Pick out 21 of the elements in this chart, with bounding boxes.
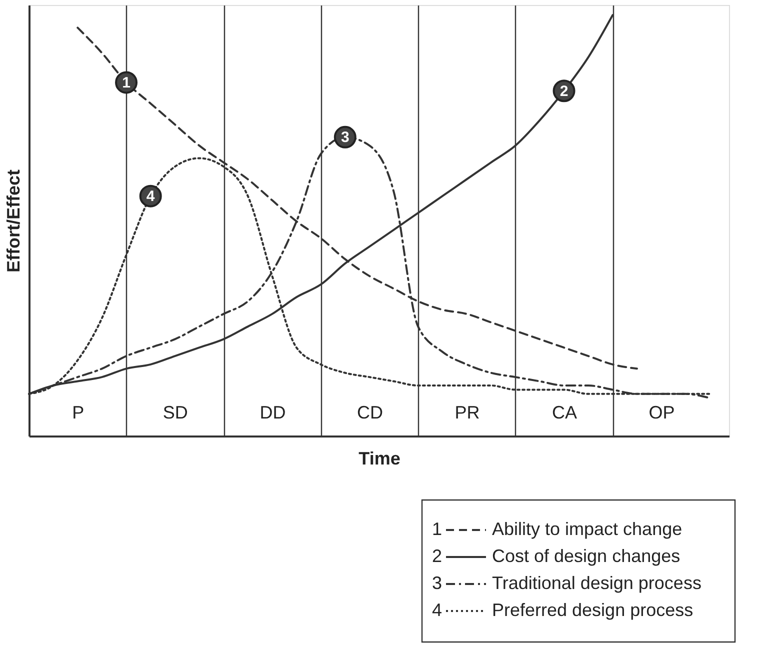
annotation: 4 bbox=[146, 188, 156, 206]
text: 2 bbox=[432, 546, 442, 566]
legend-label: Traditional design process bbox=[492, 573, 702, 593]
x-tick-label: DD bbox=[260, 402, 286, 422]
annotation: 1 bbox=[122, 74, 130, 92]
legend-label: Cost of design changes bbox=[492, 546, 680, 566]
annotation: 2 bbox=[560, 82, 568, 100]
text: 1 bbox=[432, 519, 442, 539]
text: 3 bbox=[432, 573, 442, 593]
legend-label: Preferred design process bbox=[492, 600, 694, 620]
x-tick-label: P bbox=[72, 402, 84, 422]
x-tick-label: PR bbox=[454, 402, 480, 422]
annotation: 3 bbox=[340, 129, 350, 146]
x-axis-title: Time bbox=[358, 448, 400, 468]
x-tick-label: OP bbox=[648, 402, 675, 422]
x-tick-label: CD bbox=[356, 402, 383, 422]
x-tick-label: SD bbox=[162, 402, 188, 422]
x-tick-label: CA bbox=[552, 402, 578, 422]
legend-label: Ability to impact change bbox=[492, 519, 682, 539]
y-axis-title: Effort/Effect bbox=[4, 169, 24, 272]
text: 4 bbox=[432, 600, 442, 620]
